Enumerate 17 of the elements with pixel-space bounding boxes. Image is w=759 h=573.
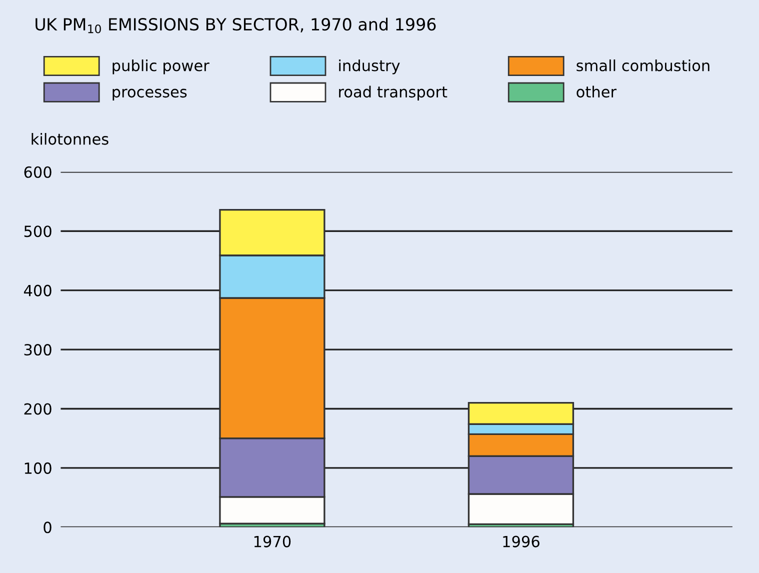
x-tick-label: 1970 [254,536,291,548]
y-axis-title: kilotonnes [32,132,108,145]
legend-label: other [576,86,617,98]
y-tick-label: 100 [24,462,52,474]
y-tick-label: 400 [24,284,52,296]
legend-label: small combustion [576,59,710,72]
y-tick-label: 0 [44,522,52,534]
legend-label: processes [112,88,187,101]
y-tick-label: 200 [24,403,52,415]
y-tick-label: 300 [24,344,52,356]
y-tick-label: 600 [24,166,52,178]
y-tick-label: 500 [24,226,52,238]
legend-label: industry [339,59,400,74]
legend-label: public power [112,59,210,74]
legend-label: road transport [339,86,448,101]
chart-title: UK PM$_{10}$ EMISSIONS BY SECTOR, 1970 and 1996 [36,18,436,34]
x-tick-label: 1996 [503,536,540,548]
